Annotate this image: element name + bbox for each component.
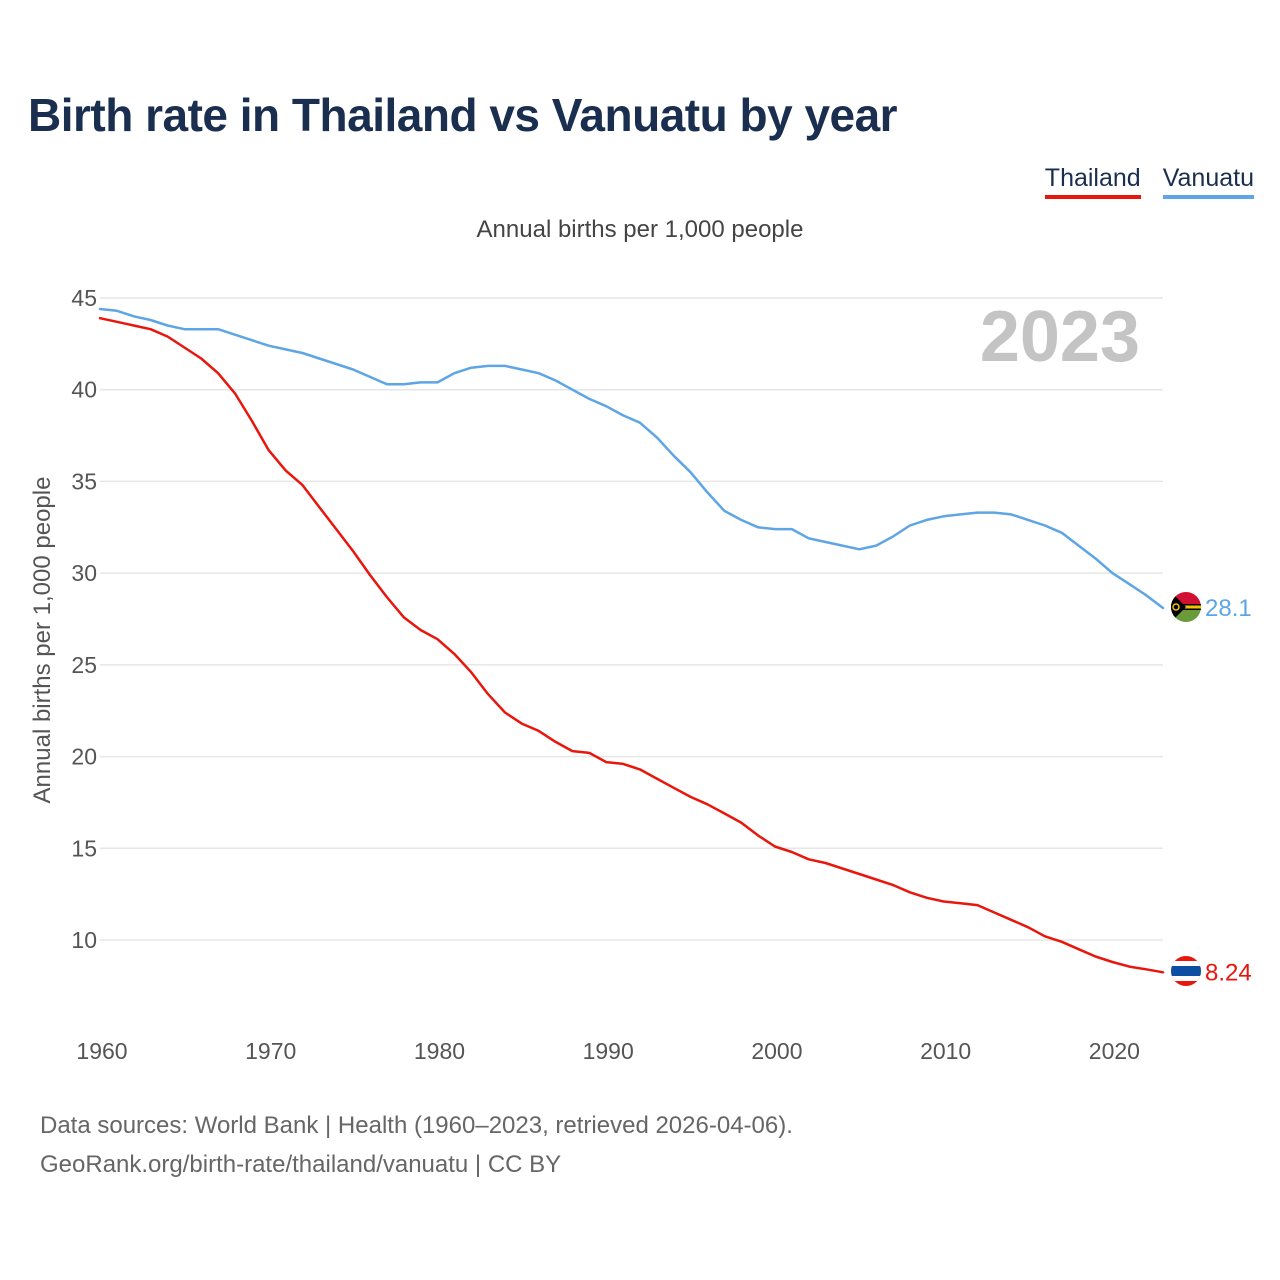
vanuatu-flag-icon [1171, 592, 1201, 622]
series-line-vanuatu [98, 307, 1165, 610]
end-label-thailand: 8.24 [1205, 959, 1252, 986]
x-tick-label-2020: 2020 [1089, 1038, 1140, 1064]
x-tick-label-1960: 1960 [76, 1038, 127, 1064]
x-tick-label-1970: 1970 [245, 1038, 296, 1064]
y-axis-label: Annual births per 1,000 people [29, 477, 56, 804]
y-axis-ticks: 10 15 20 25 30 35 40 45 [71, 285, 97, 953]
x-tick-label-1990: 1990 [583, 1038, 634, 1064]
footer: Data sources: World Bank | Health (1960–… [40, 1106, 793, 1184]
y-tick-label-15: 15 [71, 835, 97, 861]
line-chart: 10 15 20 25 30 35 40 45 1960 1970 1980 1990 2000 201… [29, 285, 1252, 1064]
x-tick-label-2000: 2000 [751, 1038, 802, 1064]
year-badge: 2023 [980, 297, 1140, 377]
series-line-thailand [98, 316, 1165, 974]
y-tick-label-10: 10 [71, 927, 97, 953]
x-tick-label-2010: 2010 [920, 1038, 971, 1064]
thailand-flag-icon [1171, 956, 1201, 986]
y-tick-label-45: 45 [71, 285, 97, 311]
y-tick-label-30: 30 [71, 560, 97, 586]
x-axis-ticks: 1960 1970 1980 1990 2000 2010 2020 [76, 1038, 1140, 1064]
y-tick-label-20: 20 [71, 744, 97, 770]
legend-item-thailand[interactable]: Thailand [1044, 164, 1141, 199]
chart-title: Birth rate in Thailand vs Vanuatu by yea… [28, 89, 898, 141]
y-tick-label-40: 40 [71, 377, 97, 403]
legend-item-vanuatu[interactable]: Vanuatu [1162, 164, 1254, 199]
grid [100, 297, 1163, 941]
series: 8.24 28.1 [98, 307, 1252, 986]
legend: Thailand Vanuatu [1044, 164, 1254, 199]
chart-subtitle: Annual births per 1,000 people [476, 216, 804, 243]
footer-attribution[interactable]: GeoRank.org/birth-rate/thailand/vanuatu … [40, 1151, 562, 1178]
end-label-vanuatu: 28.1 [1205, 595, 1252, 622]
footer-sources: Data sources: World Bank | Health (1960–… [40, 1112, 793, 1139]
x-tick-label-1980: 1980 [414, 1038, 465, 1064]
y-tick-label-25: 25 [71, 652, 97, 678]
y-tick-label-35: 35 [71, 468, 97, 494]
